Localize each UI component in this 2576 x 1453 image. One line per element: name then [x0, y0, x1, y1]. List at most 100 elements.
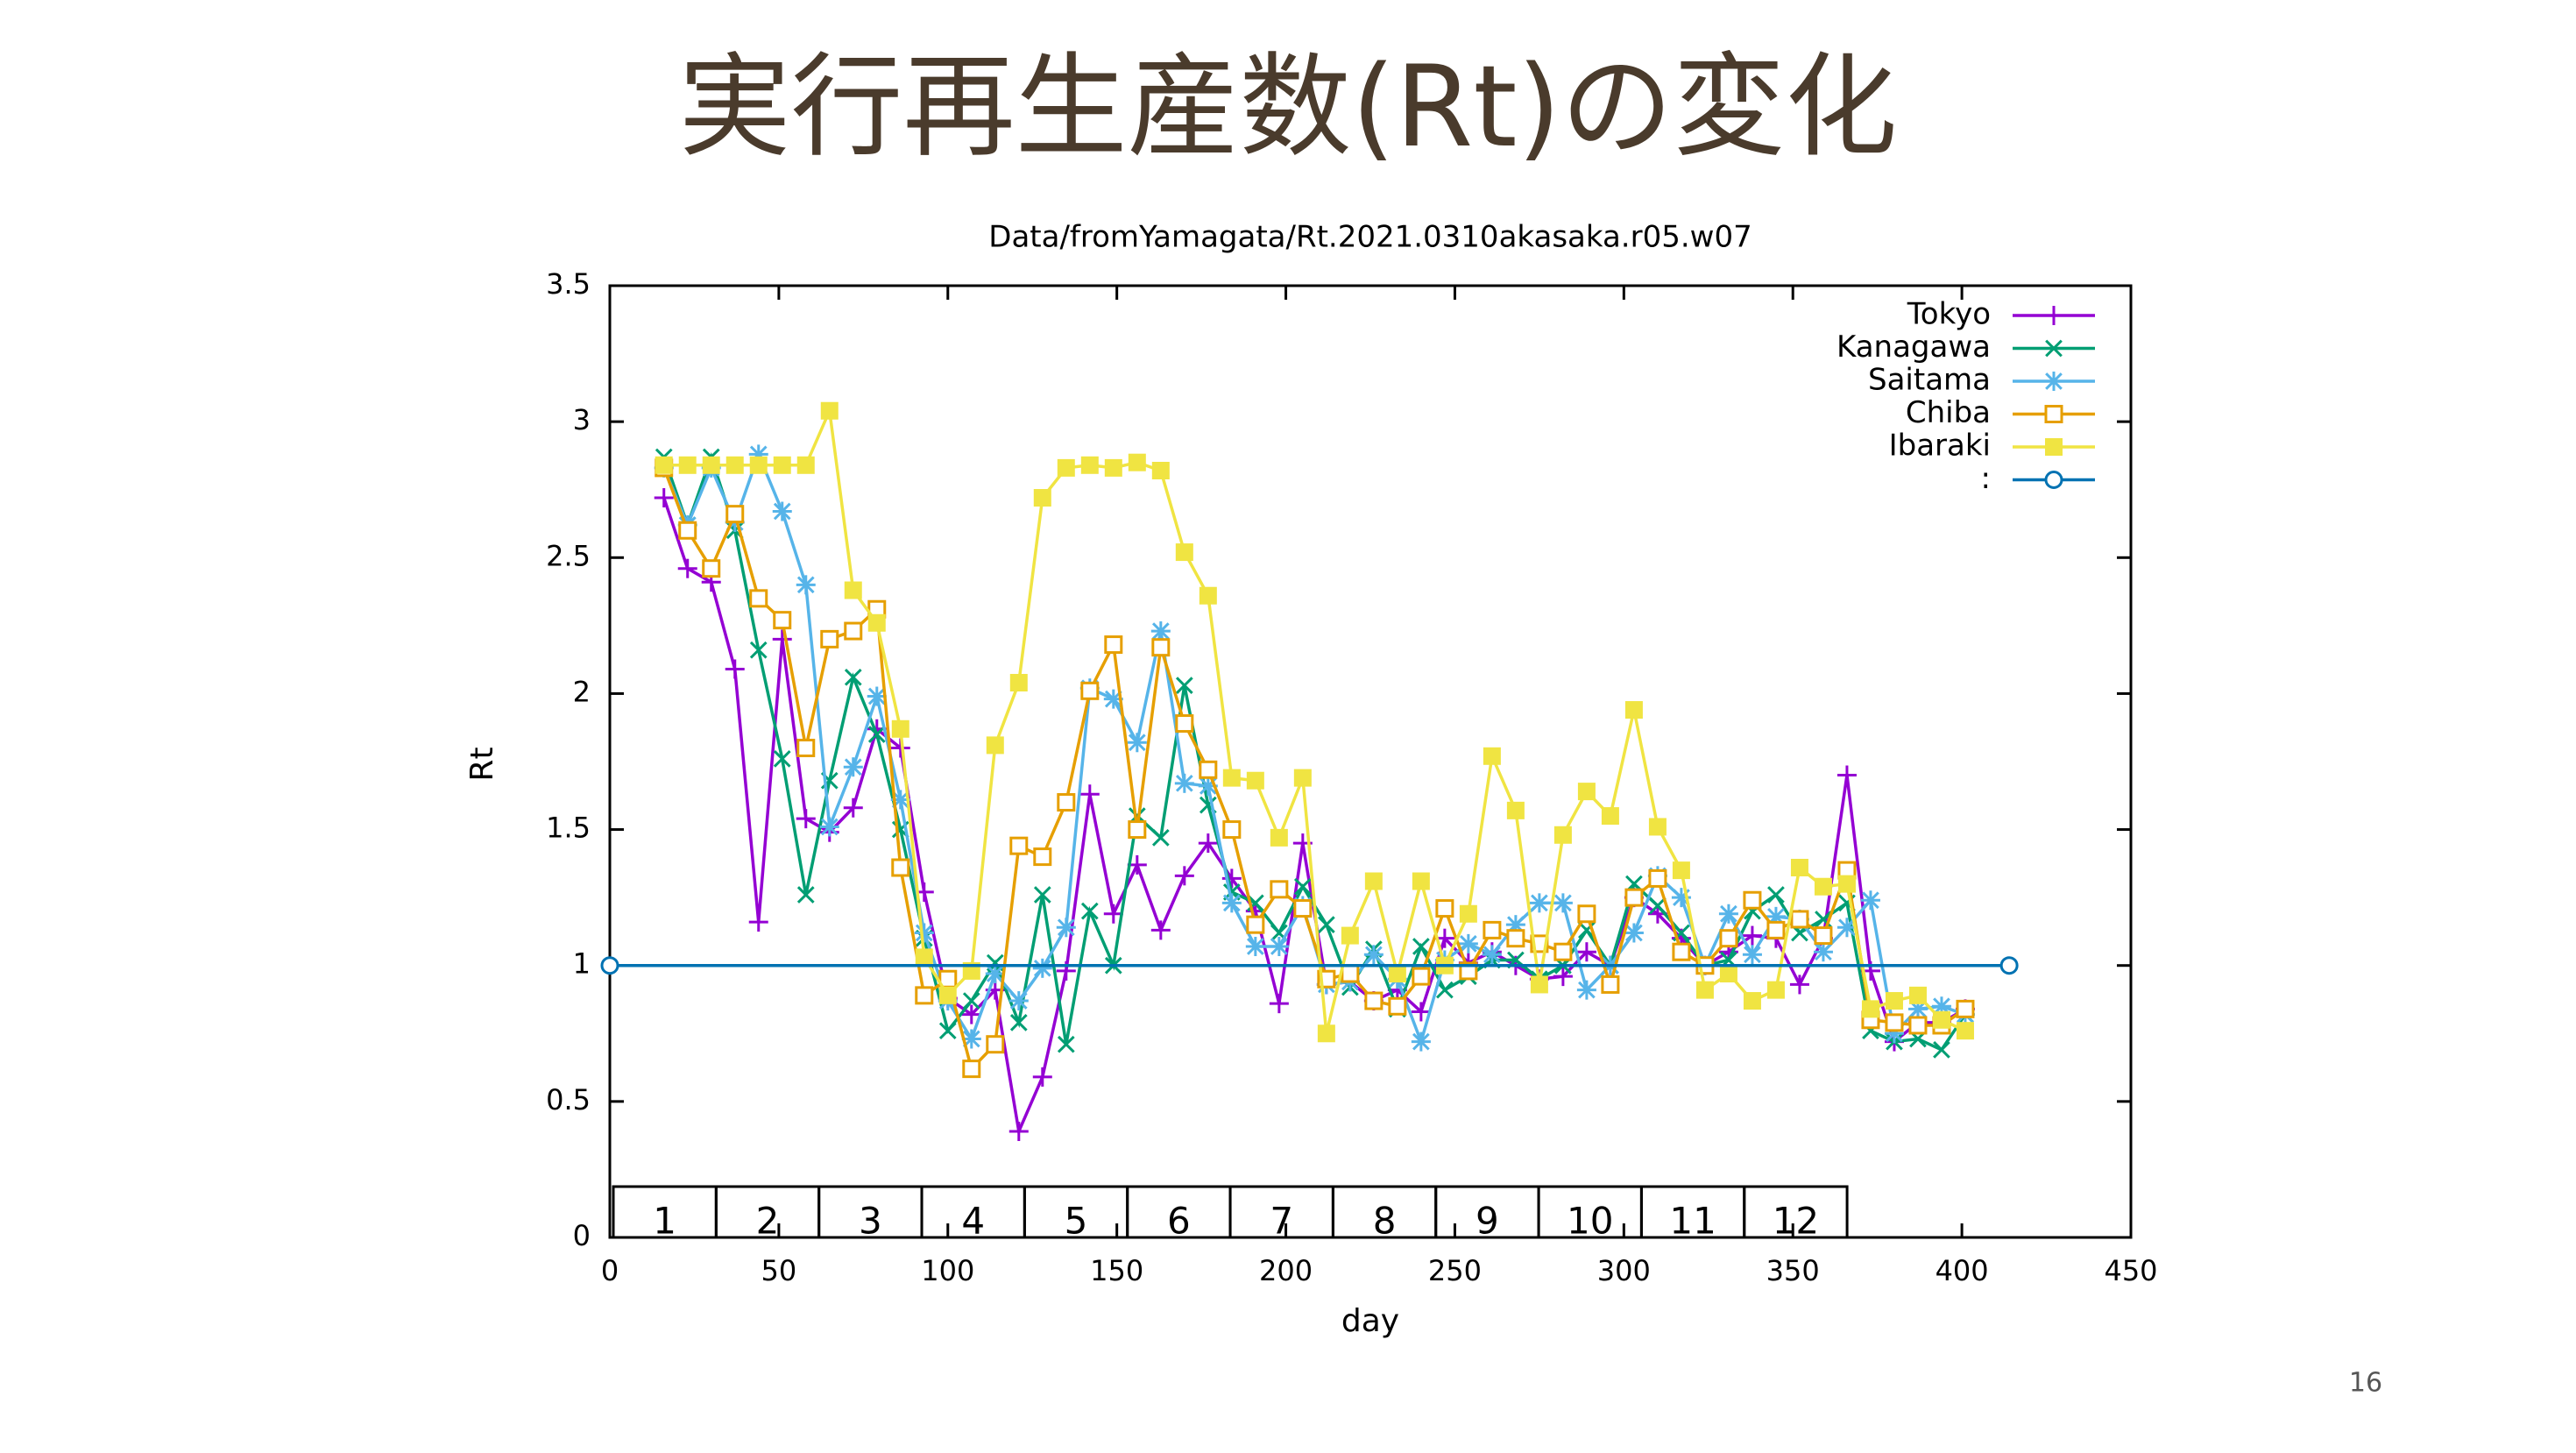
marker-shape [2045, 438, 2063, 456]
month-label: 5 [1065, 1200, 1088, 1243]
marker-shape [1837, 875, 1856, 893]
data-point [820, 629, 839, 649]
marker-shape [1175, 714, 1194, 734]
marker-shape [1459, 904, 1477, 923]
data-point [1079, 784, 1100, 804]
x-tick-label: 200 [1259, 1254, 1313, 1287]
data-point [844, 668, 862, 686]
marker-shape [820, 629, 839, 649]
marker-shape [702, 559, 721, 578]
data-point [1766, 920, 1786, 939]
marker-shape [1743, 890, 1762, 910]
data-point [1388, 996, 1407, 1016]
marker-shape [1624, 888, 1644, 907]
data-point [961, 1004, 981, 1024]
marker-stroke [2045, 372, 2063, 390]
data-point [1411, 1002, 1431, 1022]
data-point [600, 956, 619, 975]
data-point [843, 797, 863, 818]
marker-shape [1624, 701, 1643, 719]
marker-stroke [1649, 897, 1667, 915]
marker-stroke [749, 641, 768, 659]
marker-shape [1885, 1013, 1904, 1032]
data-point [1577, 904, 1596, 924]
marker-stroke [1033, 886, 1051, 904]
data-point [1742, 925, 1762, 946]
marker-stroke [844, 668, 862, 686]
marker-shape [1104, 458, 1122, 477]
marker-shape [1341, 964, 1360, 983]
marker-shape [844, 581, 862, 599]
marker-stroke [1009, 992, 1028, 1010]
data-point [1033, 847, 1052, 867]
marker-shape [1151, 638, 1171, 657]
marker-stroke [1057, 1035, 1075, 1053]
month-label: 6 [1167, 1200, 1191, 1243]
marker-shape [773, 456, 791, 474]
data-point [1032, 958, 1052, 978]
marker-shape [1412, 967, 1431, 986]
marker-shape [1719, 929, 1738, 948]
data-point [1151, 638, 1171, 657]
marker-shape [1057, 793, 1076, 812]
legend-label: Chiba [1906, 395, 1991, 430]
data-point [867, 686, 887, 706]
marker-shape [1033, 847, 1052, 867]
marker-stroke [1033, 959, 1051, 977]
marker-shape [986, 1035, 1005, 1054]
marker-shape [1790, 910, 1809, 929]
data-point [1222, 820, 1242, 840]
marker-shape [844, 621, 863, 641]
marker-shape [1364, 872, 1383, 890]
data-point [843, 757, 863, 777]
data-point [1199, 586, 1217, 605]
data-point [1999, 956, 2019, 975]
marker-shape [1246, 771, 1264, 790]
data-point [1150, 920, 1171, 940]
data-point [678, 456, 697, 474]
marker-stroke [1057, 918, 1075, 937]
marker-stroke [1222, 894, 1241, 912]
data-point [1175, 714, 1194, 734]
month-label: 8 [1373, 1200, 1397, 1243]
chart-subtitle: Data/fromYamagata/Rt.2021.0310akasaka.r0… [988, 220, 1752, 255]
marker-stroke [1838, 918, 1856, 937]
data-point [678, 521, 697, 540]
marker-shape [938, 986, 957, 1004]
data-point [1009, 674, 1028, 692]
data-point [867, 726, 886, 743]
data-point [1624, 701, 1643, 719]
month-label: 12 [1773, 1200, 1819, 1243]
x-tick-label: 400 [1936, 1254, 1989, 1287]
data-point [1388, 965, 1406, 983]
marker-shape [1222, 820, 1242, 840]
data-point [938, 986, 957, 1004]
marker-shape [1270, 828, 1288, 847]
marker-shape [820, 401, 839, 420]
marker-shape [1080, 456, 1099, 474]
marker-shape [796, 456, 815, 474]
data-point [1222, 769, 1241, 787]
legend-marker [2044, 405, 2063, 423]
marker-stroke [1270, 924, 1288, 942]
data-point [891, 858, 910, 877]
data-point [986, 1035, 1005, 1054]
data-point [773, 611, 792, 630]
legend-label: Ibaraki [1889, 429, 1991, 464]
data-point [962, 992, 980, 1010]
marker-stroke [1815, 943, 1832, 961]
data-point [844, 621, 863, 641]
data-point [1128, 820, 1147, 840]
series-line [662, 467, 1966, 1073]
marker-shape [1104, 635, 1123, 655]
marker-shape [1270, 880, 1289, 899]
marker-stroke [1815, 911, 1832, 928]
marker-stroke [962, 992, 980, 1010]
month-label: 11 [1669, 1200, 1716, 1243]
marker-shape [1601, 807, 1619, 826]
data-point [796, 809, 816, 829]
data-point [1032, 1067, 1052, 1087]
data-point [655, 456, 673, 474]
marker-shape [1222, 769, 1241, 787]
